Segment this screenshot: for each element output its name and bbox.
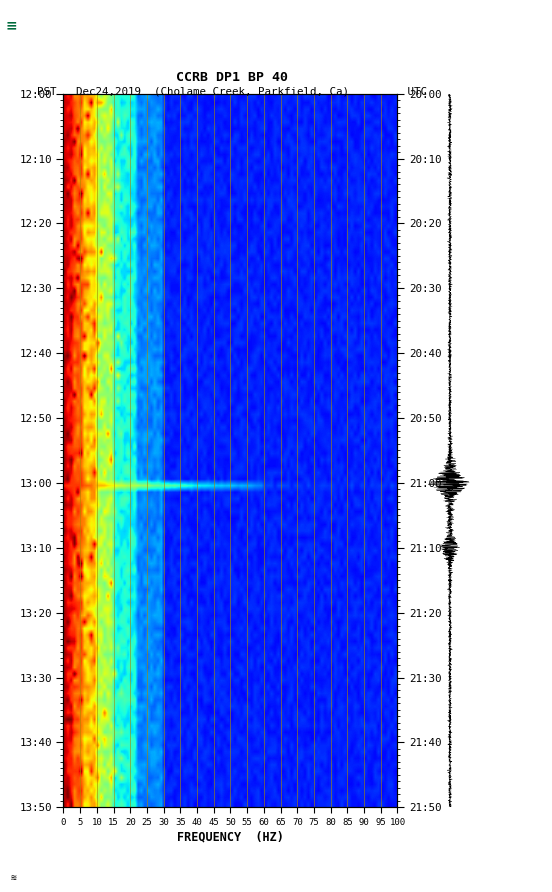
Text: CCRB DP1 BP 40: CCRB DP1 BP 40 xyxy=(176,70,288,84)
Text: ≋: ≋ xyxy=(11,873,17,883)
X-axis label: FREQUENCY  (HZ): FREQUENCY (HZ) xyxy=(177,830,284,844)
Text: USGS: USGS xyxy=(19,17,58,29)
Text: ≡: ≡ xyxy=(6,18,17,32)
Text: PST   Dec24,2019  (Cholame Creek, Parkfield, Ca)         UTC: PST Dec24,2019 (Cholame Creek, Parkfield… xyxy=(37,87,427,96)
